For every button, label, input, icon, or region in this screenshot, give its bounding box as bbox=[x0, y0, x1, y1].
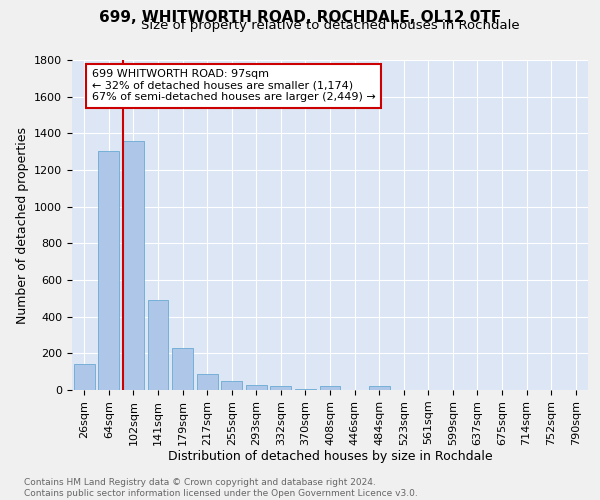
Text: Contains HM Land Registry data © Crown copyright and database right 2024.
Contai: Contains HM Land Registry data © Crown c… bbox=[24, 478, 418, 498]
Bar bbox=[368, 386, 389, 390]
X-axis label: Distribution of detached houses by size in Rochdale: Distribution of detached houses by size … bbox=[167, 450, 493, 464]
Bar bbox=[221, 381, 242, 390]
Title: Size of property relative to detached houses in Rochdale: Size of property relative to detached ho… bbox=[140, 20, 520, 32]
Bar bbox=[295, 389, 316, 390]
Bar bbox=[98, 151, 119, 390]
Text: 699, WHITWORTH ROAD, ROCHDALE, OL12 0TF: 699, WHITWORTH ROAD, ROCHDALE, OL12 0TF bbox=[99, 10, 501, 25]
Bar bbox=[246, 384, 267, 390]
Bar bbox=[197, 374, 218, 390]
Bar bbox=[271, 386, 292, 390]
Bar bbox=[123, 140, 144, 390]
Y-axis label: Number of detached properties: Number of detached properties bbox=[16, 126, 29, 324]
Bar bbox=[172, 348, 193, 390]
Text: 699 WHITWORTH ROAD: 97sqm
← 32% of detached houses are smaller (1,174)
67% of se: 699 WHITWORTH ROAD: 97sqm ← 32% of detac… bbox=[92, 69, 376, 102]
Bar bbox=[148, 300, 169, 390]
Bar bbox=[74, 364, 95, 390]
Bar bbox=[320, 386, 340, 390]
